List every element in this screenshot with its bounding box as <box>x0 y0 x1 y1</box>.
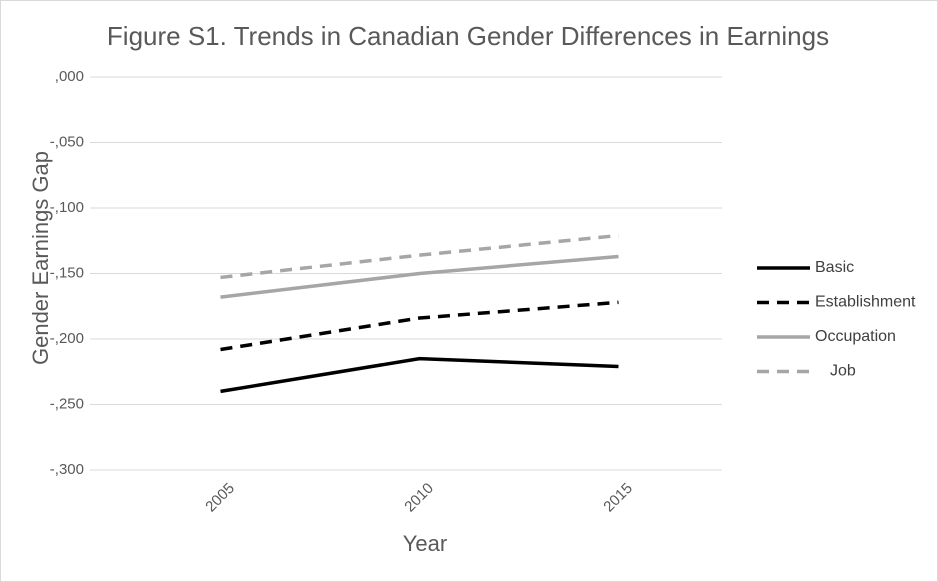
y-tick-label: -,300 <box>50 461 84 478</box>
series-line <box>220 300 619 352</box>
chart-title: Figure S1. Trends in Canadian Gender Dif… <box>107 21 829 51</box>
legend-label: Basic <box>815 259 854 276</box>
y-tick-label: ,000 <box>55 68 84 85</box>
x-axis-label: Year <box>403 531 447 556</box>
legend-label: Occupation <box>815 328 896 345</box>
legend-label: Job <box>830 363 856 380</box>
y-tick-label: -,100 <box>50 199 84 216</box>
legend-label: Establishment <box>815 294 916 311</box>
series-line <box>220 356 619 394</box>
y-tick-label: -,150 <box>50 264 84 281</box>
y-tick-label: -,050 <box>50 133 84 150</box>
series-line <box>220 233 619 280</box>
series-line <box>220 254 619 299</box>
y-tick-label: -,250 <box>50 395 84 412</box>
y-axis-label: Gender Earnings Gap <box>28 151 53 365</box>
y-tick-label: -,200 <box>50 330 84 347</box>
